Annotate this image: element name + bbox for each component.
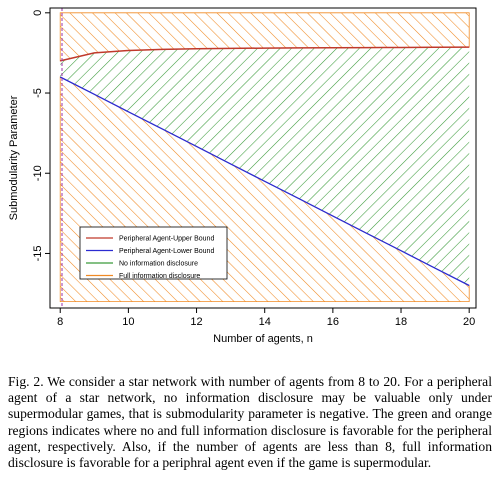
legend-entry: No information disclosure — [119, 261, 198, 268]
x-tick-label: 10 — [122, 316, 134, 328]
legend-entry: Peripheral Agent-Upper Bound — [119, 236, 214, 243]
y-axis-label: Submodularity Parameter — [8, 95, 20, 220]
legend-entry: Peripheral Agent-Lower Bound — [119, 248, 214, 255]
x-axis-label: Number of agents, n — [213, 333, 313, 345]
x-tick-label: 8 — [57, 316, 63, 328]
upper-bound-line — [60, 46, 470, 62]
y-tick-label: -10 — [32, 165, 44, 181]
legend-entry: Full information disclosure — [119, 273, 200, 280]
y-tick-label: -5 — [32, 88, 44, 98]
x-tick-label: 16 — [327, 316, 339, 328]
x-tick-label: 20 — [463, 316, 475, 328]
no-disclosure-region — [60, 47, 470, 286]
y-tick-label: 0 — [32, 10, 44, 16]
x-tick-label: 14 — [259, 316, 271, 328]
lower-bound-line — [59, 76, 470, 287]
figure-caption: Fig. 2. We consider a star network with … — [8, 374, 492, 471]
x-tick-label: 12 — [190, 316, 202, 328]
plot-frame — [49, 7, 477, 309]
chart: 8 10 12 14 16 18 20 0 -5 -10 -15 Number of agents… — [8, 7, 477, 345]
legend-box — [79, 226, 228, 280]
legend: Peripheral Agent-Upper Bound Peripheral A… — [79, 226, 228, 280]
x-tick-label: 18 — [395, 316, 407, 328]
y-tick-label: -15 — [32, 246, 44, 262]
